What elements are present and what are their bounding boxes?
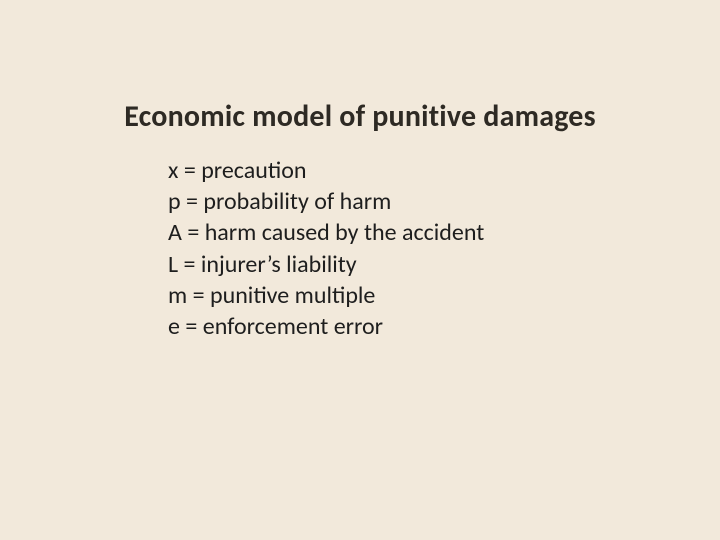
definitions-block: x = precaution p = probability of harm A… xyxy=(168,155,484,342)
definition-line: A = harm caused by the accident xyxy=(168,217,484,248)
definition-line: L = injurer’s liability xyxy=(168,249,484,280)
definition-line: p = probability of harm xyxy=(168,186,484,217)
definition-line: e = enforcement error xyxy=(168,311,484,342)
slide-title: Economic model of punitive damages xyxy=(0,98,720,135)
definition-line: m = punitive multiple xyxy=(168,280,484,311)
definition-line: x = precaution xyxy=(168,155,484,186)
slide: Economic model of punitive damages x = p… xyxy=(0,0,720,540)
